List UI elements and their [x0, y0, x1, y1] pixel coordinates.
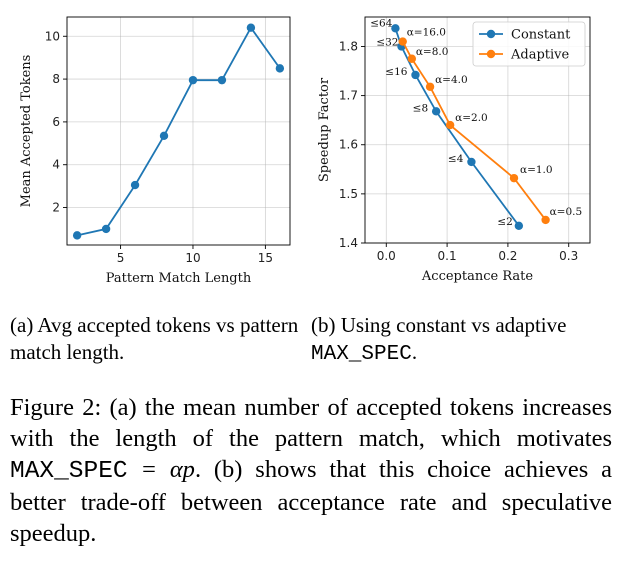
legend-swatch-marker [486, 49, 496, 59]
adaptive-point-label: α=16.0 [407, 27, 446, 39]
x-tick-label: 0.3 [559, 249, 578, 263]
figure: 5 10 15 2 4 6 8 10 Pattern Match Length Mean Acce… [19, 16, 591, 286]
adaptive-point-label: α=0.5 [550, 206, 583, 218]
axes-frame [66, 16, 291, 246]
constant-point-label: ≤16 [385, 66, 407, 78]
y-axis-label: Speedup Factor [317, 77, 332, 182]
adaptive-point-label: α=8.0 [416, 46, 449, 58]
figure-caption-suffix: . (b) shows that this choice achieves a … [10, 456, 612, 547]
chart-b-speedup-vs-acceptance: 0.0 0.1 0.2 0.3 1.4 1.5 1.6 1.7 1.8 Acceptance Ra… [317, 16, 591, 284]
legend: Constant Adaptive [472, 21, 586, 67]
x-axis-label: Acceptance Rate [421, 269, 533, 284]
y-tick-label: 2 [52, 201, 60, 215]
legend-entry-label: Adaptive [510, 48, 570, 63]
adaptive-series-line [401, 41, 547, 221]
adaptive-point-label: α=4.0 [435, 74, 468, 86]
constant-data-point [467, 157, 476, 167]
y-tick-label: 10 [45, 29, 60, 43]
subcaption-b-suffix: . [411, 340, 418, 364]
x-tick-label: 0.1 [438, 249, 457, 263]
data-point [130, 180, 140, 190]
x-tick-label: 0.2 [498, 249, 517, 263]
adaptive-point-label: α=2.0 [455, 112, 488, 124]
x-tick-label: 10 [185, 251, 200, 265]
x-tick-label: 5 [117, 251, 125, 265]
figure-caption: Figure 2: (a) the mean number of accepte… [10, 392, 612, 549]
data-point [217, 75, 227, 85]
constant-point-label: ≤4 [448, 153, 464, 165]
data-point [72, 231, 82, 240]
figure-caption-math: = αp [127, 456, 195, 483]
data-point [275, 64, 285, 73]
y-tick-label: 1.6 [339, 138, 358, 152]
y-tick-label: 1.7 [339, 89, 358, 103]
constant-point-label: ≤2 [497, 216, 512, 228]
adaptive-data-point [425, 82, 435, 91]
adaptive-data-point [445, 120, 455, 130]
legend-entry-label: Constant [511, 28, 571, 43]
figure-caption-prefix: Figure 2: (a) the mean number of accepte… [10, 394, 612, 452]
legend-box [472, 21, 586, 67]
x-axis-label: Pattern Match Length [106, 271, 252, 286]
constant-data-point [411, 70, 420, 80]
subcaption-a-text: (a) Avg accepted tokens vs pattern match… [10, 313, 299, 364]
series-line [76, 26, 281, 237]
y-tick-label: 6 [52, 115, 60, 129]
x-tick-label: 0.0 [377, 249, 396, 263]
y-tick-label: 1.8 [339, 39, 358, 53]
subcaption-b-code: MAX_SPEC [311, 343, 412, 366]
y-tick-label: 1.5 [339, 187, 358, 201]
y-axis-label: Mean Accepted Tokens [19, 55, 34, 208]
constant-point-label: ≤32 [376, 36, 398, 48]
constant-data-point [514, 221, 524, 231]
subcaption-b-prefix: (b) Using constant vs adaptive [311, 313, 567, 337]
y-tick-label: 4 [52, 158, 60, 172]
chart-a-mean-accepted-tokens: 5 10 15 2 4 6 8 10 Pattern Match Length Mean Acce… [19, 16, 291, 286]
constant-data-point [431, 107, 441, 116]
legend-swatch-marker [486, 29, 496, 39]
adaptive-data-point [541, 215, 550, 225]
adaptive-data-point [509, 173, 519, 183]
constant-point-label: ≤8 [413, 102, 428, 114]
constant-point-label: ≤64 [370, 17, 392, 29]
subcaption-b: (b) Using constant vs adaptive MAX_SPEC. [311, 312, 611, 368]
data-point [101, 224, 111, 234]
data-point [246, 23, 256, 32]
figure-caption-code: MAX_SPEC [10, 458, 128, 485]
subcaption-a: (a) Avg accepted tokens vs pattern match… [10, 312, 302, 366]
axes-frame [364, 16, 591, 244]
y-tick-label: 1.4 [339, 236, 358, 250]
adaptive-point-label: α=1.0 [520, 164, 553, 176]
data-point [188, 75, 198, 85]
x-tick-label: 15 [258, 251, 273, 265]
adaptive-data-point [407, 54, 417, 63]
constant-data-point [391, 24, 400, 33]
y-tick-label: 8 [52, 72, 60, 86]
data-point [159, 131, 169, 141]
adaptive-data-point [398, 37, 407, 46]
